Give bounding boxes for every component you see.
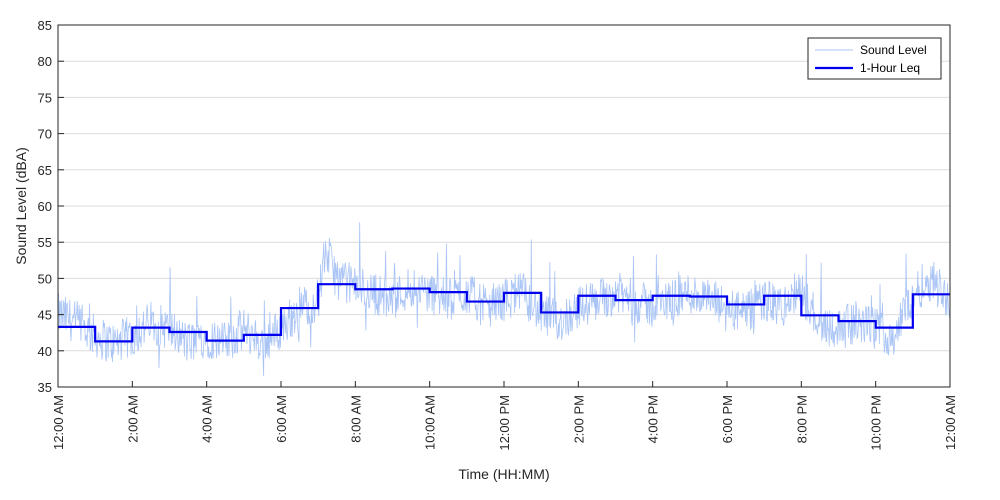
- x-tick-label: 4:00 PM: [646, 395, 661, 443]
- legend-label-sound-level: Sound Level: [860, 43, 927, 57]
- legend-label-leq: 1-Hour Leq: [860, 61, 920, 75]
- grid-lines: [58, 60, 950, 352]
- x-tick-label: 12:00 AM: [943, 395, 958, 450]
- x-tick-label: 8:00 PM: [794, 395, 809, 443]
- x-tick-label: 8:00 AM: [348, 395, 363, 443]
- leq-series: [58, 283, 950, 343]
- y-tick-label: 75: [38, 90, 52, 105]
- x-tick-label: 10:00 PM: [869, 395, 884, 451]
- y-axis: 35 40 45 50 55 60 65 70 75 80 85: [38, 18, 64, 395]
- legend: Sound Level 1-Hour Leq: [807, 37, 942, 80]
- y-tick-label: 80: [38, 54, 52, 69]
- x-tick-label: 10:00 AM: [423, 395, 438, 450]
- y-tick-label: 55: [38, 235, 52, 250]
- y-tick-label: 65: [38, 163, 52, 178]
- x-tick-label: 2:00 AM: [125, 395, 140, 443]
- x-tick-label: 2:00 PM: [571, 395, 586, 443]
- x-tick-label: 6:00 AM: [274, 395, 289, 443]
- y-tick-label: 60: [38, 199, 52, 214]
- legend-box: [807, 37, 942, 80]
- x-axis-title: Time (HH:MM): [458, 466, 549, 482]
- y-axis-title: Sound Level (dBA): [13, 147, 29, 265]
- x-tick-label: 12:00 AM: [51, 395, 66, 450]
- y-tick-label: 70: [38, 127, 52, 142]
- y-tick-label: 85: [38, 18, 52, 33]
- y-tick-label: 35: [38, 380, 52, 395]
- leq-step-line: [58, 283, 950, 343]
- y-tick-label: 45: [38, 308, 52, 323]
- y-tick-label: 40: [38, 344, 52, 359]
- x-axis: 12:00 AM 2:00 AM 4:00 AM 6:00 AM 8:00 AM 10:0…: [51, 381, 958, 451]
- x-tick-label: 6:00 PM: [720, 395, 735, 443]
- x-tick-label: 4:00 AM: [200, 395, 215, 443]
- y-tick-label: 50: [38, 271, 52, 286]
- x-tick-label: 12:00 PM: [497, 395, 512, 451]
